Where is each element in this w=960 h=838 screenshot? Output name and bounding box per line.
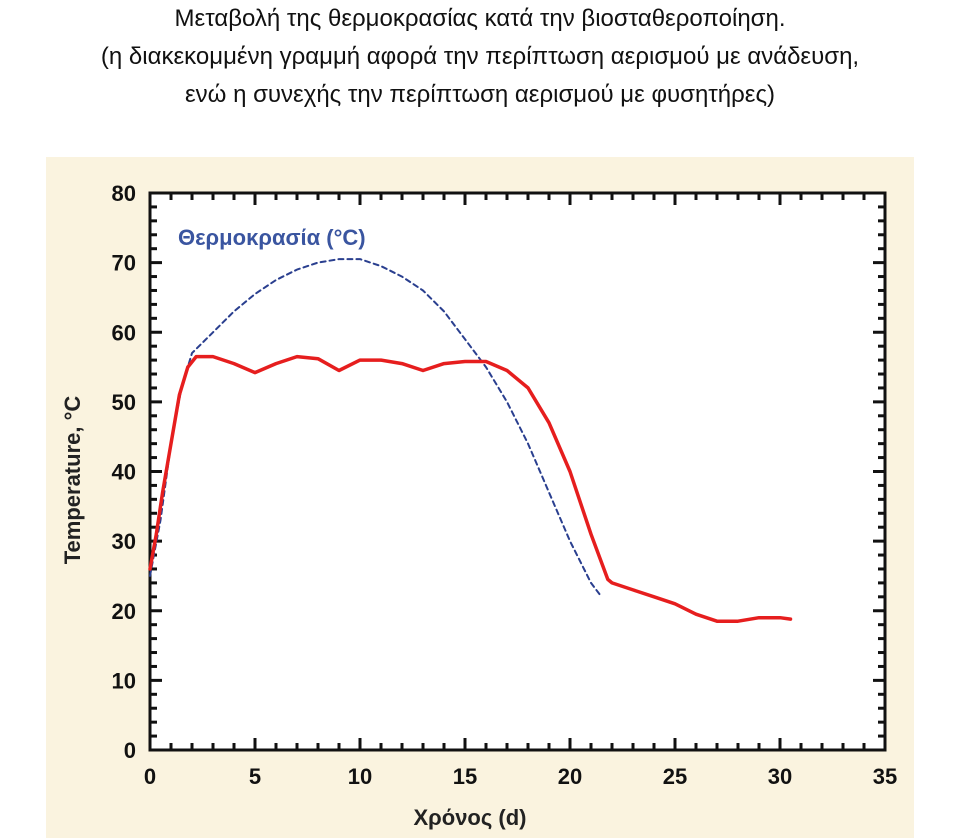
- y-tick-label: 30: [112, 529, 136, 554]
- x-axis-title: Χρόνος (d): [413, 805, 526, 830]
- x-tick-label: 30: [768, 764, 792, 789]
- y-tick-label: 80: [112, 181, 136, 206]
- y-tick-label: 70: [112, 251, 136, 276]
- y-tick-label: 10: [112, 668, 136, 693]
- x-tick-label: 25: [663, 764, 687, 789]
- caption-line-1: Μεταβολή της θερμοκρασίας κατά την βιοστ…: [174, 5, 786, 32]
- legend-label: Θερμοκρασία (°C): [178, 225, 366, 250]
- y-tick-label: 20: [112, 599, 136, 624]
- x-tick-label: 35: [873, 764, 897, 789]
- y-tick-label: 60: [112, 320, 136, 345]
- y-axis-title: Temperature, °C: [60, 396, 85, 565]
- caption-line-2: (η διακεκομμένη γραμμή αφορά την περίπτω…: [100, 43, 860, 70]
- y-tick-label: 40: [112, 460, 136, 485]
- x-tick-label: 15: [453, 764, 477, 789]
- figure-caption: Μεταβολή της θερμοκρασίας κατά την βιοστ…: [0, 0, 960, 114]
- caption-line-3: ενώ η συνεχής την περίπτωση αερισμού με …: [184, 81, 776, 108]
- x-tick-label: 10: [348, 764, 372, 789]
- y-tick-label: 0: [124, 738, 136, 763]
- x-tick-label: 20: [558, 764, 582, 789]
- series-line-agitation-dashed: [149, 258, 603, 598]
- x-tick-label: 5: [249, 764, 261, 789]
- plot-area: [148, 191, 887, 752]
- y-tick-label: 50: [112, 390, 136, 415]
- series-line-blowers-solid: [148, 354, 793, 623]
- x-tick-label: 0: [144, 764, 156, 789]
